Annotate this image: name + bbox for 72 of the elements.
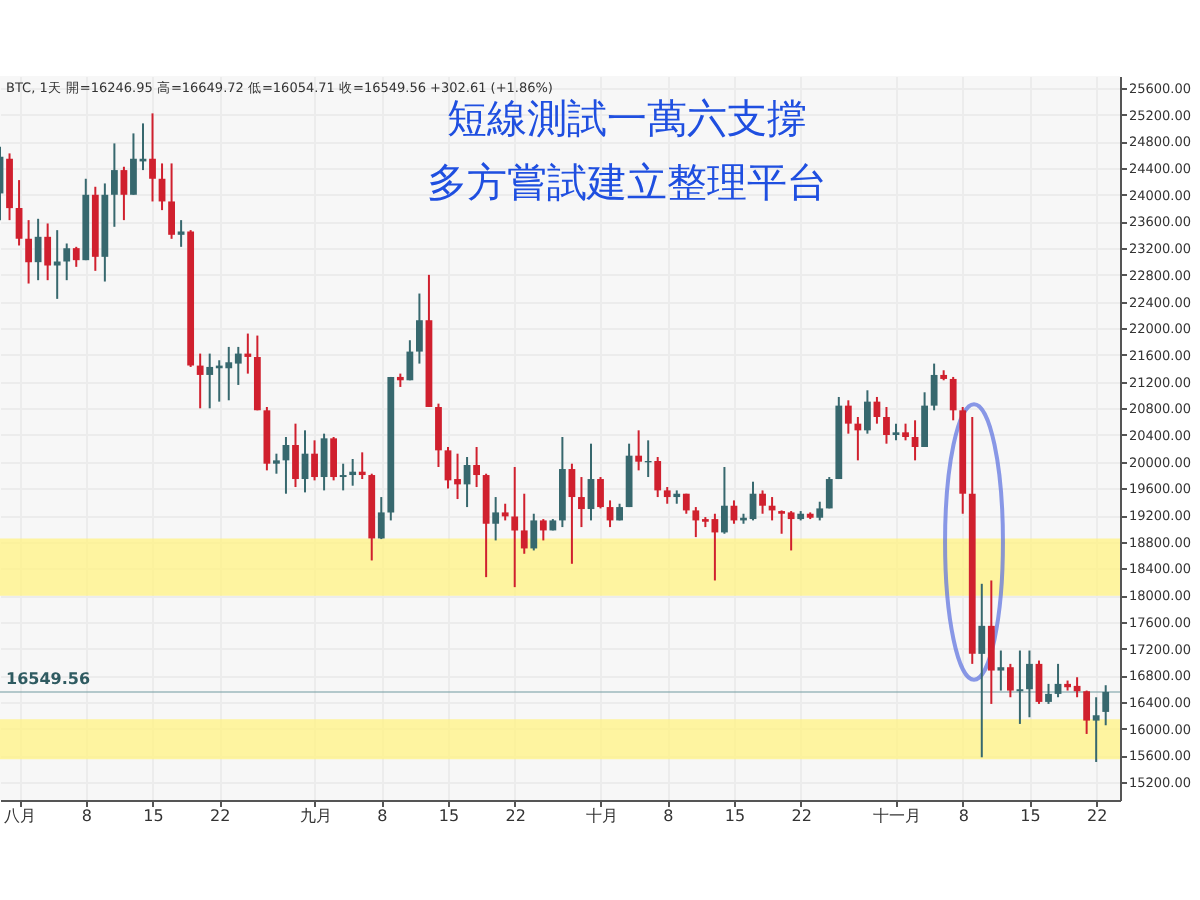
candlestick [930,362,938,412]
candlestick [177,219,185,248]
x-tick-label: 十一月 [873,807,921,825]
x-tick-label: 15 [438,807,460,825]
candlestick [44,222,52,282]
candlestick [1083,689,1091,735]
candlestick [597,476,604,510]
candlestick [311,439,318,482]
candlestick [520,492,528,555]
candlestick [53,229,61,300]
x-tick-label: 15 [143,807,164,825]
candlestick [1026,649,1033,719]
candlestick [978,582,986,759]
x-tick-label: 15 [724,807,746,825]
x-tick-label: 8 [81,807,92,825]
candlestick [406,339,414,382]
candlestick [196,352,204,410]
candlestick [844,399,852,435]
candlestick [987,579,995,705]
candlestick [358,451,366,481]
candlestick [168,162,175,240]
candlestick [330,436,338,482]
candlestick [1045,682,1052,705]
x-tick-label: 15 [1020,807,1041,825]
text: 短線測試一萬六支撐 [447,94,808,142]
candlestick [1102,684,1110,727]
x-tick-label: 八月 [4,807,37,825]
ref-line-label: 16549.56 [6,669,91,688]
candlestick [825,476,833,510]
candlestick [578,476,585,529]
candlestick [539,518,547,542]
candlestick [149,112,156,203]
candlestick [759,489,766,515]
x-tick-label: 22 [210,807,231,825]
x-tick-label: 8 [663,807,674,825]
candlestick [921,391,928,449]
x-tick-label: 22 [505,807,526,825]
candlestick [416,292,423,365]
candlestick [997,649,1005,692]
candlestick [339,462,347,492]
x-tick-label: 九月 [299,807,332,825]
candlestick [273,452,280,475]
x-tick-label: 8 [377,807,388,825]
candlestick [110,142,118,228]
candlestick [635,429,643,472]
text: 多方嘗試建立整理平台 [427,158,828,206]
candlestick [721,466,728,535]
x-tick-label: 22 [791,807,812,825]
candlestick [492,496,500,542]
candlestick [511,466,519,589]
x-tick-label: 十月 [585,807,618,825]
candlestick [854,415,862,462]
candlestick [25,219,32,285]
candlestick [435,402,442,469]
candlestick [34,217,42,282]
candlestick [349,458,357,487]
candlestick [883,405,890,445]
candlestick [654,456,662,499]
candlestick [1006,662,1014,699]
candlestick [292,422,299,489]
candlestick [816,500,824,522]
candlestick [244,332,252,375]
candlestick [377,496,385,541]
x-tick-label: 8 [958,807,969,825]
candlestick [63,242,71,282]
candlestick [473,446,480,489]
candlestick [1092,696,1100,763]
x-tick-label: 22 [1086,807,1108,825]
candlestick [949,375,957,422]
candlestick [864,389,871,435]
candlestick [72,245,80,268]
candlestick [530,512,538,552]
